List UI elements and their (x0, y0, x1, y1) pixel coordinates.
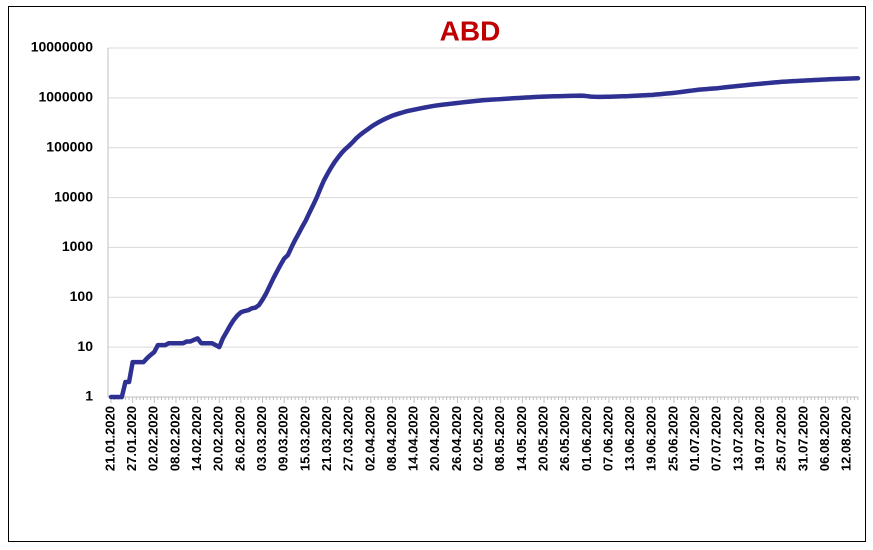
x-tick-label: 14.04.2020 (406, 406, 421, 471)
x-tick-label: 26.05.2020 (557, 406, 572, 471)
x-tick-label: 20.05.2020 (535, 406, 550, 471)
x-tick-label: 02.05.2020 (471, 406, 486, 471)
x-tick-label: 07.07.2020 (709, 406, 724, 471)
y-tick-label: 100 (70, 288, 94, 304)
data-line (108, 75, 861, 400)
x-tick-label: 03.03.2020 (254, 406, 269, 471)
x-tick-label: 25.07.2020 (774, 406, 789, 471)
x-tick-label: 08.02.2020 (167, 406, 182, 471)
y-tick-label: 100000 (46, 138, 93, 154)
x-tick-label: 14.05.2020 (514, 406, 529, 471)
x-tick-label: 19.06.2020 (644, 406, 659, 471)
x-tick-label: 19.07.2020 (752, 406, 767, 471)
x-tick-label: 07.06.2020 (600, 406, 615, 471)
y-tick-label: 10 (77, 338, 93, 354)
y-tick-label: 10000 (54, 188, 93, 204)
x-tick-label: 13.07.2020 (730, 406, 745, 471)
x-tick-label: 21.03.2020 (319, 406, 334, 471)
x-tick-label: 01.06.2020 (579, 406, 594, 471)
x-tick-label: 15.03.2020 (297, 406, 312, 471)
x-tick-label: 26.02.2020 (232, 406, 247, 471)
x-tick-label: 26.04.2020 (449, 406, 464, 471)
x-tick-label: 08.04.2020 (384, 406, 399, 471)
chart-border (8, 6, 866, 542)
chart-title: ABD (440, 15, 501, 46)
y-tick-label: 1 (85, 388, 93, 404)
x-tick-label: 08.05.2020 (492, 406, 507, 471)
x-tick-label: 21.01.2020 (102, 406, 117, 471)
x-tick-label: 25.06.2020 (665, 406, 680, 471)
x-tick-label: 06.08.2020 (817, 406, 832, 471)
x-tick-label: 02.02.2020 (146, 406, 161, 471)
y-tick-label: 1000 (62, 238, 93, 254)
x-tick-label: 20.04.2020 (427, 406, 442, 471)
y-tick-label: 1000000 (38, 89, 93, 105)
x-tick-label: 09.03.2020 (276, 406, 291, 471)
x-tick-label: 27.03.2020 (341, 406, 356, 471)
x-tick-label: 01.07.2020 (687, 406, 702, 471)
x-tick-label: 02.04.2020 (362, 406, 377, 471)
x-tick-label: 31.07.2020 (795, 406, 810, 471)
x-tick-label: 12.08.2020 (839, 406, 854, 471)
x-tick-label: 13.06.2020 (622, 406, 637, 471)
x-tick-label: 20.02.2020 (211, 406, 226, 471)
x-tick-label: 27.01.2020 (124, 406, 139, 471)
x-tick-label: 14.02.2020 (189, 406, 204, 471)
y-tick-label: 10000000 (31, 39, 94, 55)
